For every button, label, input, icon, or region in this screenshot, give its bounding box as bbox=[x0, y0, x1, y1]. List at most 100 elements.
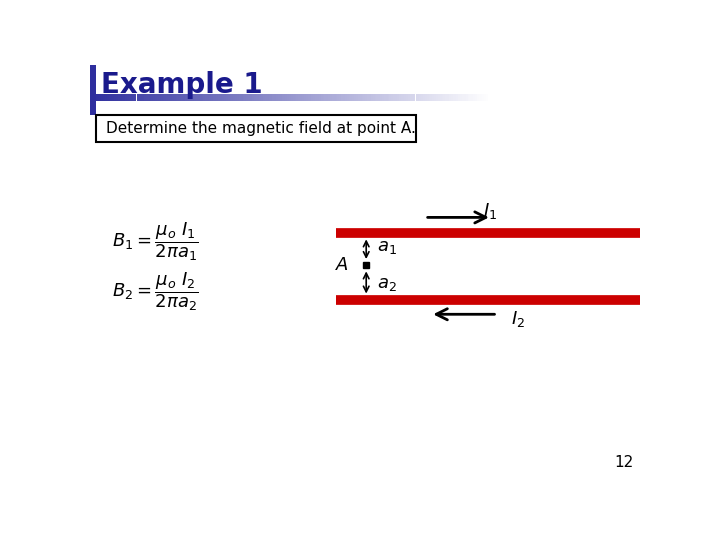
Bar bbox=[91, 94, 94, 102]
Bar bbox=[122, 94, 124, 102]
Bar bbox=[161, 94, 163, 102]
Bar bbox=[615, 94, 616, 102]
Bar bbox=[91, 94, 92, 102]
Bar bbox=[137, 94, 138, 102]
Bar bbox=[90, 94, 92, 102]
Bar bbox=[91, 94, 94, 102]
Bar bbox=[616, 94, 618, 102]
Bar bbox=[90, 94, 92, 102]
Bar bbox=[91, 94, 93, 102]
Bar bbox=[91, 94, 93, 102]
Bar bbox=[402, 94, 405, 102]
Bar bbox=[96, 94, 97, 102]
Bar bbox=[97, 94, 99, 102]
Bar bbox=[124, 94, 125, 102]
Bar bbox=[246, 94, 248, 102]
Bar bbox=[90, 94, 92, 102]
Bar bbox=[91, 94, 93, 102]
Bar bbox=[91, 94, 93, 102]
Bar bbox=[179, 94, 181, 102]
Bar bbox=[91, 94, 93, 102]
Bar bbox=[91, 94, 93, 102]
Bar bbox=[91, 94, 92, 102]
Bar bbox=[291, 94, 293, 102]
Bar bbox=[90, 94, 92, 102]
Bar bbox=[310, 94, 311, 102]
Bar bbox=[91, 94, 92, 102]
Bar bbox=[392, 94, 393, 102]
Bar bbox=[488, 94, 490, 102]
Bar bbox=[91, 94, 93, 102]
Bar bbox=[302, 94, 304, 102]
Bar bbox=[91, 94, 94, 102]
Bar bbox=[91, 94, 93, 102]
Bar bbox=[644, 94, 646, 102]
Bar bbox=[91, 94, 93, 102]
Bar bbox=[278, 94, 280, 102]
Bar bbox=[90, 94, 92, 102]
Bar bbox=[431, 94, 432, 102]
Bar bbox=[252, 94, 253, 102]
Bar bbox=[425, 94, 427, 102]
Bar bbox=[91, 94, 92, 102]
Bar bbox=[444, 94, 445, 102]
Bar bbox=[91, 94, 93, 102]
Bar bbox=[222, 94, 224, 102]
Bar bbox=[91, 94, 94, 102]
Bar bbox=[499, 94, 501, 102]
Bar bbox=[91, 94, 93, 102]
Bar bbox=[91, 94, 93, 102]
Bar bbox=[91, 94, 93, 102]
Bar bbox=[520, 94, 521, 102]
Bar bbox=[445, 94, 447, 102]
Bar bbox=[272, 94, 274, 102]
Bar bbox=[91, 94, 93, 102]
Bar bbox=[91, 94, 92, 102]
Bar bbox=[194, 94, 196, 102]
Bar bbox=[269, 94, 271, 102]
Bar bbox=[92, 94, 94, 102]
Bar bbox=[377, 94, 378, 102]
Bar bbox=[544, 94, 546, 102]
Bar bbox=[90, 94, 92, 102]
Bar bbox=[382, 94, 384, 102]
Bar bbox=[91, 94, 94, 102]
Bar bbox=[90, 94, 92, 102]
Text: $B_1 = \dfrac{\mu_o\ I_1}{2\pi a_1}$: $B_1 = \dfrac{\mu_o\ I_1}{2\pi a_1}$ bbox=[112, 220, 199, 263]
Bar bbox=[129, 94, 131, 102]
Bar bbox=[91, 94, 93, 102]
Bar bbox=[486, 94, 488, 102]
Bar bbox=[324, 94, 326, 102]
Bar bbox=[91, 94, 94, 102]
Bar bbox=[91, 94, 92, 102]
Bar bbox=[90, 94, 92, 102]
Bar bbox=[477, 94, 479, 102]
Bar bbox=[393, 94, 395, 102]
Bar bbox=[91, 94, 93, 102]
Bar bbox=[91, 94, 93, 102]
Bar bbox=[90, 94, 92, 102]
Bar bbox=[91, 94, 92, 102]
Bar bbox=[294, 94, 297, 102]
Bar bbox=[155, 94, 157, 102]
Bar bbox=[92, 94, 94, 102]
Bar bbox=[620, 94, 622, 102]
Bar bbox=[91, 94, 94, 102]
Bar bbox=[163, 94, 164, 102]
Bar bbox=[91, 94, 94, 102]
Bar bbox=[360, 94, 361, 102]
Bar bbox=[91, 94, 94, 102]
Bar bbox=[91, 94, 93, 102]
Bar bbox=[90, 94, 92, 102]
Bar bbox=[218, 94, 220, 102]
Bar bbox=[503, 94, 505, 102]
Bar bbox=[336, 94, 338, 102]
Bar bbox=[91, 94, 93, 102]
Bar bbox=[90, 94, 92, 102]
Bar bbox=[367, 94, 369, 102]
Bar bbox=[261, 94, 263, 102]
Bar bbox=[596, 94, 598, 102]
Bar bbox=[395, 94, 397, 102]
Bar bbox=[240, 94, 243, 102]
Bar bbox=[364, 94, 365, 102]
